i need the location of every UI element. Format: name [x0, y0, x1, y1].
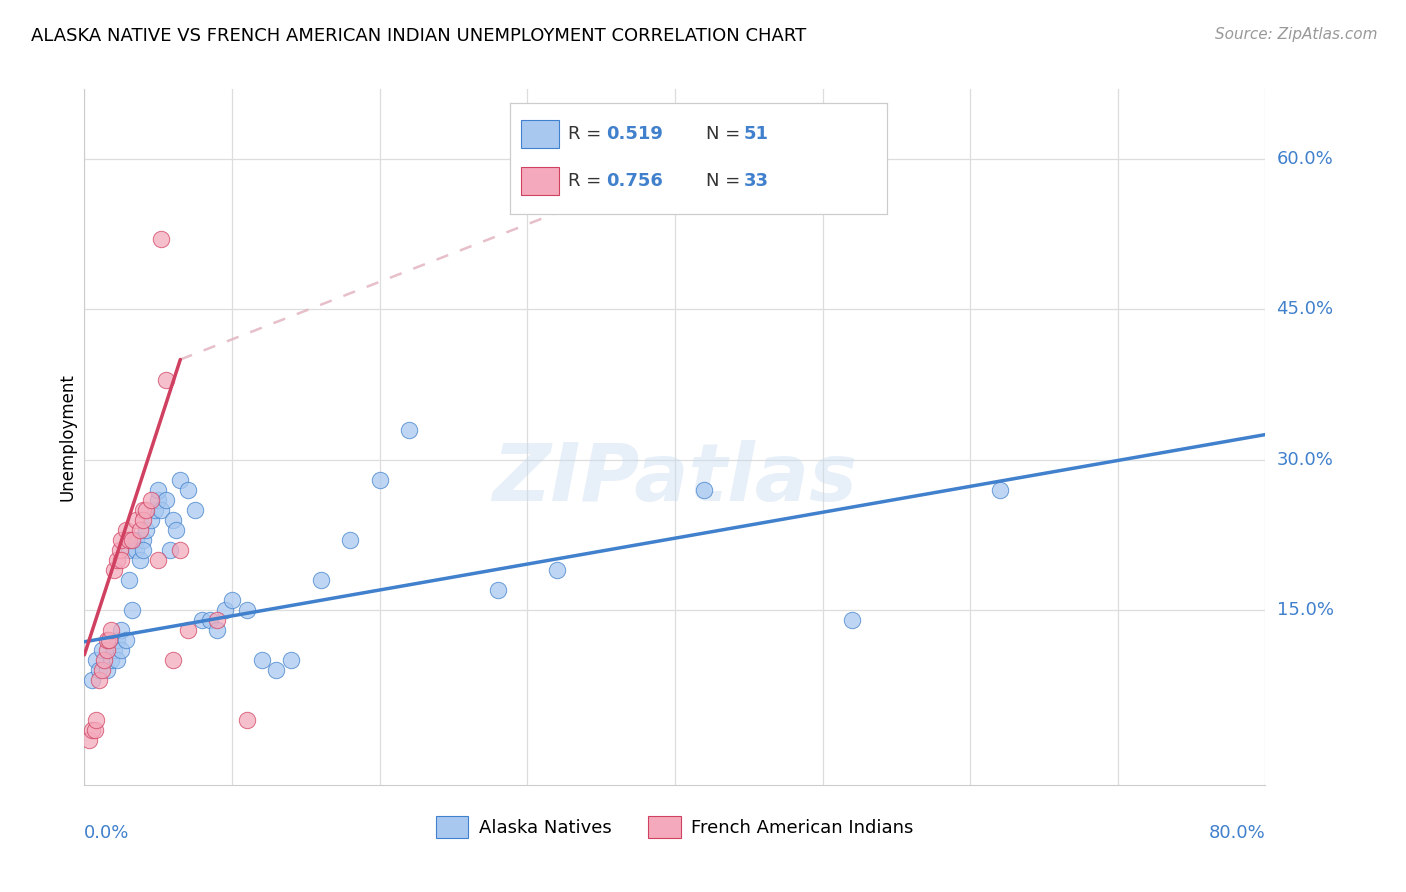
Point [135, 502, 157, 516]
Point [150, 232, 173, 246]
Point [110, 623, 132, 637]
Point [114, 632, 136, 647]
Point [125, 533, 148, 547]
Point [125, 513, 148, 527]
Point [214, 603, 236, 617]
Point [87, 673, 111, 687]
Text: 80.0%: 80.0% [1209, 824, 1265, 842]
Point [191, 613, 214, 627]
Point [165, 523, 187, 537]
Point [114, 523, 136, 537]
Point [266, 663, 288, 677]
Point [91, 663, 114, 677]
Point [693, 483, 716, 497]
Point [110, 642, 132, 657]
Point [250, 653, 273, 667]
Point [118, 533, 141, 547]
Text: Source: ZipAtlas.com: Source: ZipAtlas.com [1215, 27, 1378, 42]
Text: 60.0%: 60.0% [1277, 150, 1333, 169]
Point [148, 483, 170, 497]
Point [169, 473, 191, 487]
Point [84, 653, 107, 667]
Point [309, 573, 332, 587]
Point [83, 723, 105, 737]
Point [177, 483, 200, 497]
Point [132, 513, 155, 527]
Text: 0.0%: 0.0% [84, 824, 129, 842]
Point [132, 502, 155, 516]
Point [80, 673, 103, 687]
Point [93, 653, 115, 667]
Point [162, 653, 184, 667]
Point [841, 613, 863, 627]
Point [398, 423, 420, 437]
Point [91, 642, 114, 657]
Y-axis label: Unemployment: Unemployment [58, 373, 76, 501]
Legend: Alaska Natives, French American Indians: Alaska Natives, French American Indians [429, 809, 921, 846]
Text: ALASKA NATIVE VS FRENCH AMERICAN INDIAN UNEMPLOYMENT CORRELATION CHART: ALASKA NATIVE VS FRENCH AMERICAN INDIAN … [31, 27, 806, 45]
Point [159, 542, 181, 557]
Point [118, 542, 141, 557]
Point [150, 502, 173, 516]
Point [100, 653, 122, 667]
Text: 45.0%: 45.0% [1277, 301, 1334, 318]
Point [546, 563, 568, 577]
Point [98, 632, 121, 647]
Point [280, 653, 302, 667]
Point [87, 663, 111, 677]
Point [221, 592, 243, 607]
Point [96, 663, 118, 677]
Point [139, 513, 162, 527]
Point [105, 653, 128, 667]
Point [84, 713, 107, 727]
Point [96, 632, 118, 647]
Point [105, 632, 128, 647]
Point [368, 473, 391, 487]
Point [121, 603, 143, 617]
Point [207, 623, 229, 637]
Point [108, 542, 131, 557]
Text: 15.0%: 15.0% [1277, 601, 1333, 619]
Point [129, 523, 152, 537]
Point [177, 623, 200, 637]
Point [155, 492, 177, 507]
Point [139, 492, 162, 507]
Point [105, 552, 128, 566]
Point [118, 573, 141, 587]
Point [155, 372, 177, 386]
Text: ZIPatlas: ZIPatlas [492, 440, 858, 518]
Point [129, 552, 152, 566]
Point [110, 533, 132, 547]
Point [236, 603, 259, 617]
Point [125, 542, 148, 557]
Point [96, 642, 118, 657]
Point [77, 732, 100, 747]
Point [169, 542, 191, 557]
Point [486, 582, 509, 597]
Point [207, 613, 229, 627]
Point [121, 533, 143, 547]
Point [110, 552, 132, 566]
Point [988, 483, 1011, 497]
Point [148, 552, 170, 566]
Point [339, 533, 361, 547]
Point [135, 523, 157, 537]
Point [184, 502, 207, 516]
Point [198, 613, 221, 627]
Point [103, 642, 125, 657]
Point [132, 542, 155, 557]
Point [100, 623, 122, 637]
Text: 30.0%: 30.0% [1277, 450, 1333, 468]
Point [148, 492, 170, 507]
Point [103, 563, 125, 577]
Point [80, 723, 103, 737]
Point [162, 513, 184, 527]
Point [236, 713, 259, 727]
Point [143, 502, 166, 516]
Point [132, 533, 155, 547]
